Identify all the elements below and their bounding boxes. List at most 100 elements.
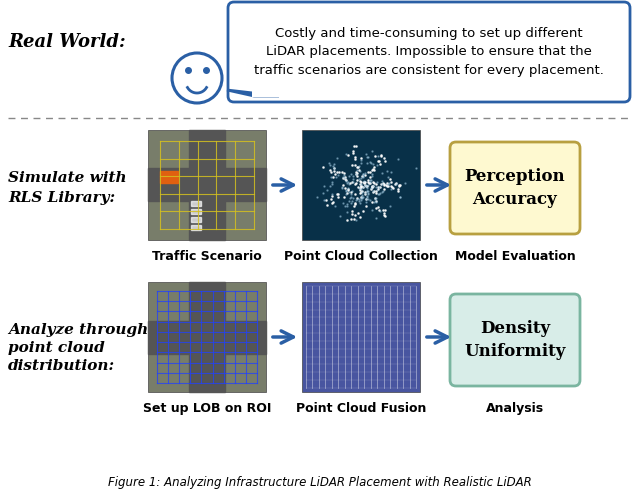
Point	[332, 190, 342, 197]
Point	[369, 163, 380, 171]
Point	[367, 206, 378, 214]
Point	[356, 178, 366, 186]
Point	[387, 168, 397, 176]
Point	[328, 161, 339, 169]
Point	[380, 185, 390, 193]
Point	[377, 188, 387, 196]
Point	[347, 188, 357, 196]
Point	[332, 171, 342, 179]
Point	[348, 147, 358, 154]
Point	[326, 180, 337, 188]
Point	[351, 142, 361, 149]
Point	[332, 153, 342, 161]
Point	[378, 179, 388, 187]
Point	[333, 193, 343, 201]
Point	[366, 184, 376, 192]
Point	[341, 149, 351, 157]
Point	[369, 194, 380, 202]
Point	[371, 183, 381, 191]
Point	[385, 202, 396, 210]
Point	[362, 192, 372, 200]
FancyBboxPatch shape	[252, 89, 282, 97]
Point	[353, 163, 363, 171]
Point	[312, 193, 322, 201]
Point	[365, 159, 376, 167]
Point	[330, 171, 340, 178]
Point	[358, 183, 368, 191]
Point	[372, 157, 383, 165]
Point	[373, 190, 383, 197]
Point	[360, 188, 370, 196]
Point	[342, 189, 353, 196]
Point	[393, 187, 403, 195]
Point	[356, 156, 367, 164]
Point	[393, 155, 403, 163]
Point	[356, 185, 366, 193]
Polygon shape	[227, 90, 279, 96]
Point	[346, 193, 356, 201]
Point	[353, 209, 363, 217]
Point	[371, 204, 381, 212]
Point	[380, 209, 390, 217]
Point	[348, 172, 358, 179]
Point	[339, 170, 349, 177]
Point	[322, 201, 332, 209]
Point	[368, 178, 378, 186]
Point	[362, 184, 372, 192]
Point	[362, 187, 372, 195]
Point	[377, 169, 387, 177]
Text: Density
Uniformity: Density Uniformity	[464, 320, 566, 360]
Point	[348, 194, 358, 202]
Point	[334, 168, 344, 176]
Point	[368, 187, 378, 195]
Point	[353, 183, 363, 191]
Point	[351, 196, 361, 204]
Point	[340, 190, 351, 198]
Text: Analysis: Analysis	[486, 402, 544, 415]
Point	[351, 172, 362, 179]
Point	[347, 197, 357, 205]
Point	[390, 180, 400, 188]
Point	[358, 178, 369, 186]
Bar	[160, 171, 178, 183]
Point	[339, 193, 349, 201]
Point	[367, 170, 377, 177]
Point	[327, 190, 337, 198]
Point	[362, 195, 372, 203]
Point	[383, 182, 393, 190]
Point	[354, 196, 364, 204]
Point	[347, 210, 357, 218]
Point	[351, 163, 362, 171]
Point	[360, 170, 371, 177]
Point	[367, 167, 378, 174]
Point	[371, 189, 381, 197]
Point	[344, 172, 354, 180]
Bar	[191, 217, 201, 222]
Point	[351, 167, 362, 174]
Point	[364, 153, 374, 161]
Point	[355, 184, 365, 192]
Point	[351, 179, 361, 187]
Point	[371, 187, 381, 195]
Point	[395, 193, 405, 200]
Text: Model Evaluation: Model Evaluation	[454, 250, 575, 263]
Point	[349, 215, 359, 222]
Point	[326, 195, 336, 203]
Point	[329, 164, 339, 172]
Point	[365, 179, 375, 187]
Point	[343, 184, 353, 192]
Point	[358, 170, 368, 178]
Point	[350, 180, 360, 188]
Point	[371, 197, 381, 205]
Point	[354, 163, 364, 171]
Point	[380, 206, 390, 214]
Point	[364, 172, 374, 180]
Point	[412, 164, 422, 172]
Point	[347, 178, 357, 186]
Bar	[189, 130, 225, 240]
Point	[400, 179, 410, 187]
Point	[356, 182, 366, 190]
Point	[371, 214, 381, 222]
Point	[344, 188, 355, 196]
Point	[365, 178, 375, 186]
